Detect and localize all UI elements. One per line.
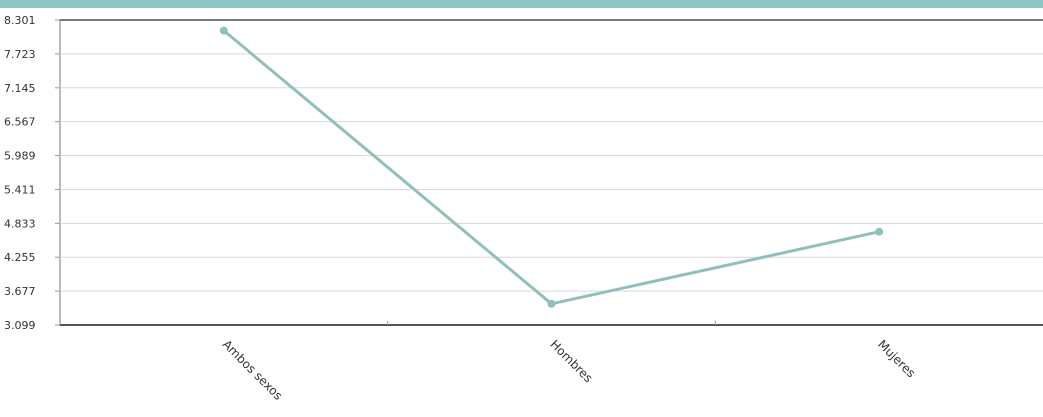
y-tick-label: 3.677 bbox=[4, 285, 36, 298]
x-category-label: Mujeres bbox=[875, 337, 918, 380]
y-tick-label: 8.301 bbox=[4, 14, 36, 27]
y-tick-label: 4.833 bbox=[4, 217, 36, 230]
y-tick-label: 5.989 bbox=[4, 150, 36, 163]
y-tick-label: 6.567 bbox=[4, 116, 36, 129]
x-category-label: Hombres bbox=[547, 337, 595, 385]
data-point bbox=[547, 299, 556, 308]
y-tick-label: 7.145 bbox=[4, 82, 36, 95]
header-bar bbox=[0, 0, 1043, 8]
series-line bbox=[222, 29, 880, 306]
y-tick-label: 7.723 bbox=[4, 48, 36, 61]
y-tick-label: 4.255 bbox=[4, 251, 36, 264]
data-point bbox=[219, 26, 228, 35]
data-point bbox=[875, 227, 884, 236]
y-tick-label: 3.099 bbox=[4, 319, 36, 332]
y-tick-label: 5.411 bbox=[4, 183, 36, 196]
x-category-label: Ambos sexos bbox=[220, 337, 286, 403]
